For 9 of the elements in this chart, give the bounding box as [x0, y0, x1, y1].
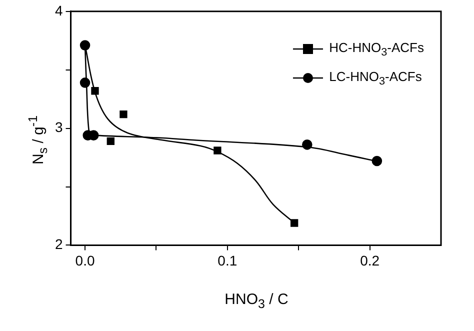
y-tick-label: 4: [54, 2, 63, 18]
x-tick-label: 0.1: [218, 252, 238, 268]
x-tick-label: 0.2: [360, 252, 380, 268]
x-tick-label: 0.0: [75, 252, 95, 268]
x-axis-title: HNO$_{3}$ / C: [224, 291, 290, 311]
legend-label: HC-HNO$_{3}$-ACFs: [329, 40, 424, 59]
y-tick-label: 3: [54, 119, 63, 136]
legend-label: LC-HNO$_{3}$-ACFs: [329, 68, 422, 88]
y-tick-label: 2: [54, 236, 63, 252]
